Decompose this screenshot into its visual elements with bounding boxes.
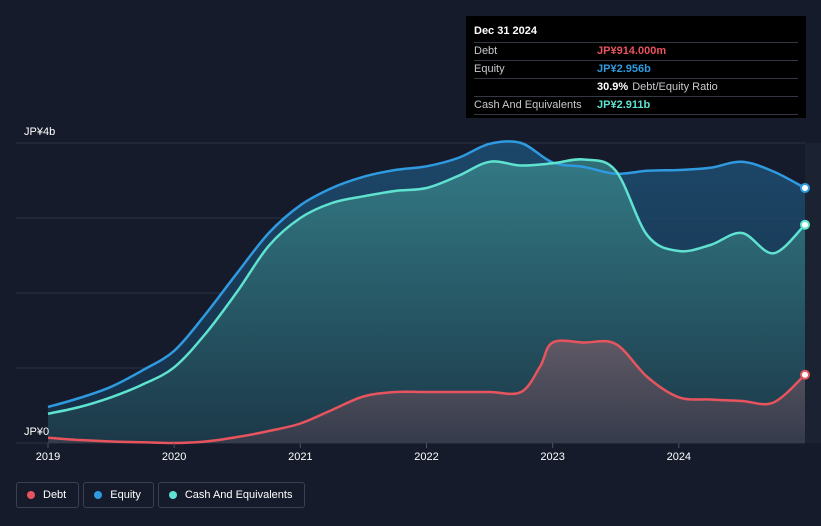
x-tick-label: 2020: [162, 451, 186, 463]
legend: Debt Equity Cash And Equivalents: [16, 482, 306, 508]
x-axis-ticks: 2019 2020 2021 2022 2023 2024: [36, 443, 691, 463]
tooltip-value: JP¥2.911b: [597, 99, 651, 111]
tooltip-row-ratio: 30.9% Debt/Equity Ratio: [474, 78, 798, 96]
cash-and-equivalents-line: [47, 158, 806, 416]
tooltip-value: 30.9%: [597, 81, 629, 93]
tooltip-label: Equity: [474, 63, 505, 75]
tooltip-label: Debt: [474, 45, 498, 57]
tooltip-label: [474, 79, 597, 96]
equity-line: [47, 139, 806, 409]
legend-dot-icon: [94, 491, 103, 499]
legend-item-equity[interactable]: Equity: [83, 482, 154, 508]
tooltip-ratio-label: Debt/Equity Ratio: [632, 81, 718, 93]
equity-end-point: [800, 183, 810, 193]
legend-dot-icon: [27, 491, 35, 499]
legend-item-cash[interactable]: Cash And Equivalents: [157, 482, 306, 508]
debt-area: [48, 340, 805, 444]
tooltip-row-debt: Debt JP¥914.000m: [474, 42, 798, 60]
cash-and-equivalents-end-point: [800, 219, 810, 230]
tooltip-date: Dec 31 2024: [474, 25, 537, 37]
tooltip-value: JP¥914.000m: [597, 45, 667, 57]
x-tick-label: 2021: [288, 451, 312, 463]
series-areas: [48, 141, 805, 444]
series-end-markers: [800, 183, 810, 380]
x-tick-label: 2024: [667, 451, 691, 463]
legend-label: Equity: [110, 489, 141, 501]
legend-label: Debt: [43, 489, 67, 501]
legend-item-debt[interactable]: Debt: [16, 482, 80, 508]
tooltip-row-equity: Equity JP¥2.956b: [474, 60, 798, 78]
y-axis-bottom-label: JP¥0: [24, 426, 49, 438]
tooltip-value: JP¥2.956b: [597, 63, 651, 75]
tooltip-label: Cash And Equivalents: [474, 99, 582, 111]
forecast-shade: [805, 143, 821, 443]
series-lines: [47, 139, 806, 445]
debt-line: [47, 339, 806, 445]
legend-label: Cash And Equivalents: [184, 489, 293, 501]
x-tick-label: 2022: [414, 451, 438, 463]
x-tick-label: 2019: [36, 451, 60, 463]
debt-end-point: [800, 369, 810, 380]
legend-dot-icon: [168, 491, 177, 499]
tooltip-row-cash: Cash And Equivalents JP¥2.911b: [474, 96, 798, 115]
y-axis-top-label: JP¥4b: [24, 126, 55, 138]
x-tick-label: 2023: [540, 451, 564, 463]
tooltip: Dec 31 2024 Debt JP¥914.000m Equity JP¥2…: [466, 16, 806, 118]
